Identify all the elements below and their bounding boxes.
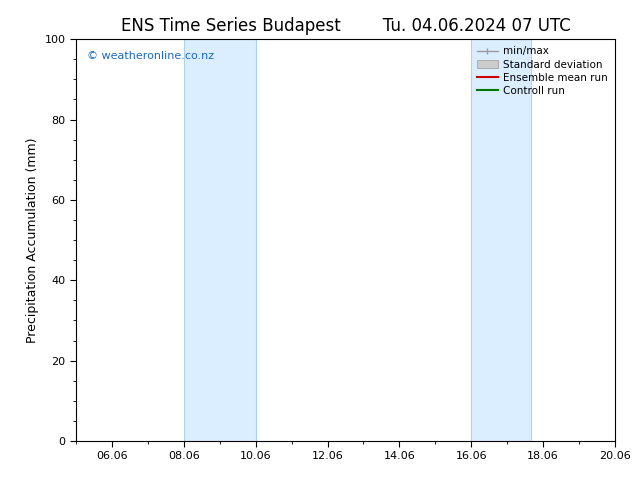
Bar bbox=[184, 39, 256, 441]
Y-axis label: Precipitation Accumulation (mm): Precipitation Accumulation (mm) bbox=[26, 137, 39, 343]
Bar bbox=[471, 39, 531, 441]
Title: ENS Time Series Budapest        Tu. 04.06.2024 07 UTC: ENS Time Series Budapest Tu. 04.06.2024 … bbox=[120, 17, 571, 35]
Text: © weatheronline.co.nz: © weatheronline.co.nz bbox=[87, 51, 214, 61]
Legend: min/max, Standard deviation, Ensemble mean run, Controll run: min/max, Standard deviation, Ensemble me… bbox=[473, 42, 612, 100]
